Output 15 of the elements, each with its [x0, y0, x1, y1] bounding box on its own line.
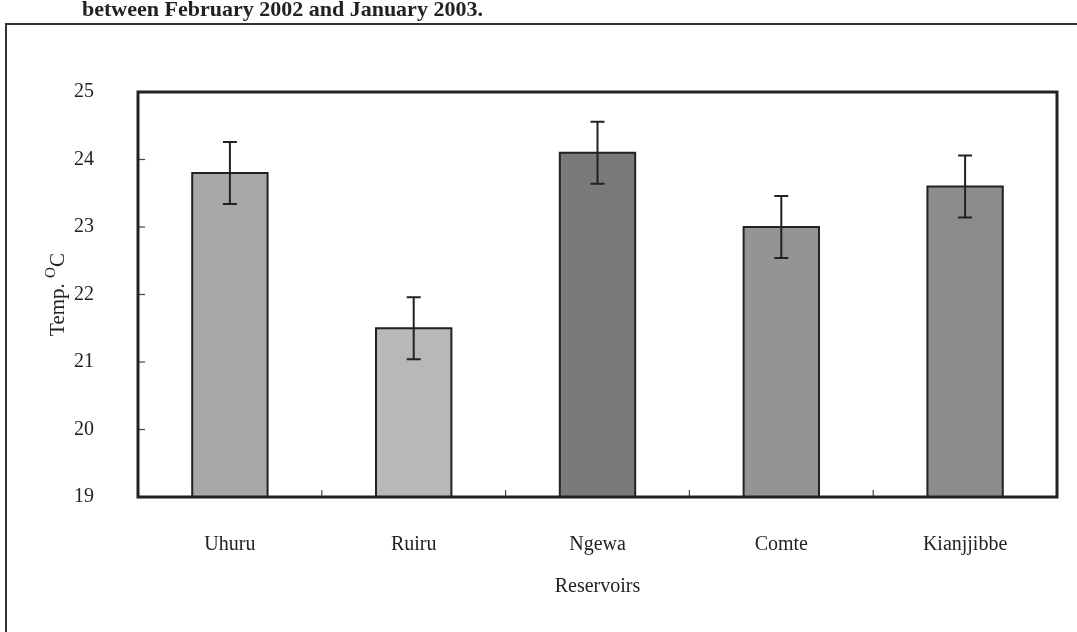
- y-tick-label: 21: [74, 349, 94, 372]
- y-tick-label: 25: [74, 79, 94, 102]
- y-tick-label: 23: [74, 214, 94, 237]
- y-tick-label: 22: [74, 281, 94, 304]
- x-tick-label: Kianjjibbe: [922, 532, 1008, 556]
- x-tick-label: Uhuru: [204, 532, 256, 555]
- y-tick-label: 19: [74, 484, 94, 507]
- x-tick-label: Comte: [754, 532, 809, 555]
- x-tick-label: Ruiru: [390, 532, 437, 555]
- x-tick-label: Ngewa: [569, 532, 626, 556]
- y-axis-title: Temp. OC: [41, 253, 69, 336]
- y-tick-label: 24: [74, 146, 94, 169]
- x-axis-title: Reservoirs: [554, 574, 641, 596]
- y-tick-label: 20: [74, 416, 94, 439]
- chart-title: between February 2002 and January 2003.: [82, 0, 483, 21]
